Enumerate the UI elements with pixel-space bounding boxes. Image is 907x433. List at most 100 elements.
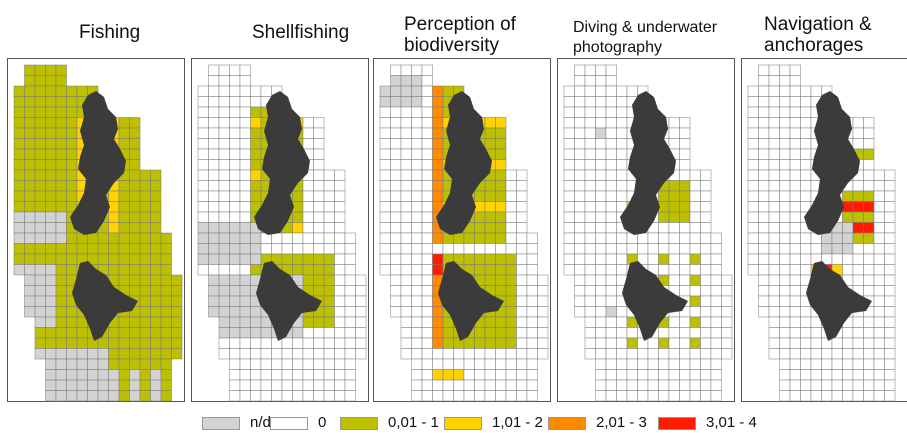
grid-cell [700, 243, 712, 255]
grid-cell [239, 274, 251, 286]
grid-cell [595, 253, 607, 265]
grid-cell [637, 348, 649, 360]
grid-cell [197, 180, 209, 192]
grid-cell [789, 295, 801, 307]
grid-cell [842, 222, 854, 234]
grid-cell [150, 348, 162, 360]
grid-cell [239, 106, 251, 118]
grid-cell [34, 253, 46, 265]
grid-cell [323, 369, 335, 381]
grid-cell [584, 96, 596, 108]
grid-cell [789, 379, 801, 391]
grid-cell [800, 96, 812, 108]
grid-cell [758, 274, 770, 286]
grid-cell [563, 138, 575, 150]
grid-cell [229, 201, 241, 213]
grid-cell [421, 169, 433, 181]
grid-cell [563, 264, 575, 276]
grid-cell [758, 201, 770, 213]
grid-cell [208, 159, 220, 171]
grid-cell [616, 243, 628, 255]
grid-cell [160, 390, 172, 402]
grid-cell [526, 306, 538, 318]
grid-cell [605, 159, 617, 171]
grid-cell [453, 232, 465, 244]
legend-swatch [444, 417, 482, 430]
grid-cell [605, 201, 617, 213]
grid-cell [76, 390, 88, 402]
grid-cell [118, 358, 130, 370]
grid-cell [171, 327, 183, 339]
grid-cell [779, 285, 791, 297]
grid-cell [13, 190, 25, 202]
grid-cell [574, 306, 586, 318]
grid-cell [626, 327, 638, 339]
grid-cell [421, 285, 433, 297]
grid-cell [747, 264, 759, 276]
grid-cell [208, 169, 220, 181]
grid-cell [334, 358, 346, 370]
grid-cell [34, 222, 46, 234]
grid-cell [150, 379, 162, 391]
grid-cell [779, 169, 791, 181]
grid-cell [34, 232, 46, 244]
grid-cell [400, 64, 412, 76]
grid-cell [505, 180, 517, 192]
grid-cell [334, 190, 346, 202]
grid-cell [679, 369, 691, 381]
grid-cell [411, 138, 423, 150]
grid-cell [605, 64, 617, 76]
grid-cell [139, 390, 151, 402]
island-south [438, 261, 504, 341]
grid-cell [313, 285, 325, 297]
panel-title-biodiversity: Perception of biodiversity [404, 14, 516, 56]
grid-cell [873, 379, 885, 391]
grid-cell [505, 243, 517, 255]
grid-cell [616, 96, 628, 108]
grid-cell [411, 369, 423, 381]
grid-cell [292, 253, 304, 265]
grid-cell [139, 358, 151, 370]
grid-cell [160, 274, 172, 286]
grid-cell [108, 390, 120, 402]
grid-cell [208, 127, 220, 139]
grid-cell [863, 211, 875, 223]
grid-cell [87, 390, 99, 402]
grid-cell [13, 253, 25, 265]
grid-cell [150, 306, 162, 318]
grid-cell [700, 274, 712, 286]
grid-cell [218, 180, 230, 192]
grid-cell [45, 159, 57, 171]
grid-cell [484, 264, 496, 276]
grid-cell [379, 96, 391, 108]
grid-cell [873, 243, 885, 255]
grid-cell [595, 159, 607, 171]
grid-cell [768, 211, 780, 223]
grid-cell [171, 306, 183, 318]
grid-cell [595, 306, 607, 318]
grid-cell [668, 369, 680, 381]
grid-cell [411, 232, 423, 244]
grid-cell [810, 358, 822, 370]
grid-cell [595, 64, 607, 76]
grid-cell [574, 243, 586, 255]
grid-cell [495, 285, 507, 297]
grid-cell [313, 127, 325, 139]
grid-cell [584, 64, 596, 76]
grid-cell [129, 138, 141, 150]
grid-cell [34, 306, 46, 318]
grid-cell [271, 348, 283, 360]
grid-cell [160, 358, 172, 370]
grid-cell [313, 327, 325, 339]
grid-cell [563, 201, 575, 213]
grid-cell [779, 295, 791, 307]
grid-cell [584, 127, 596, 139]
grid-cell [595, 211, 607, 223]
grid-cell [768, 85, 780, 97]
grid-cell [118, 390, 130, 402]
grid-cell [779, 348, 791, 360]
grid-cell [302, 390, 314, 402]
grid-cell [313, 348, 325, 360]
grid-cell [150, 285, 162, 297]
grid-cell [432, 379, 444, 391]
